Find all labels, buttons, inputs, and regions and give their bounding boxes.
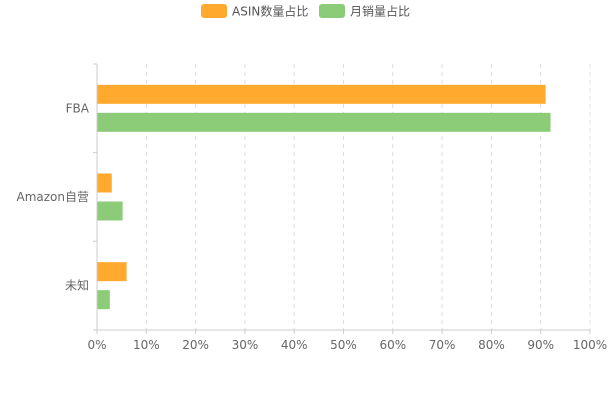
bar-2-series-1[interactable]	[97, 173, 112, 193]
chart-grid	[96, 64, 591, 334]
x-tick-label-8: 80%	[478, 338, 505, 352]
y-category-label-3: 未知	[65, 279, 89, 293]
legend-item-2[interactable]: 月销量占比	[319, 4, 410, 19]
x-tick-label-2: 20%	[182, 338, 209, 352]
legend-label-2: 月销量占比	[350, 4, 410, 19]
x-tick-label-3: 30%	[232, 338, 259, 352]
x-tick-label-9: 90%	[527, 338, 554, 352]
chart-bars	[97, 84, 551, 310]
x-tick-label-6: 60%	[379, 338, 406, 352]
x-tick-label-7: 70%	[429, 338, 456, 352]
x-axis-labels: 0% 10% 20% 30% 40% 50% 60% 70% 80% 90% 100%	[87, 338, 607, 352]
x-tick-label-1: 10%	[133, 338, 160, 352]
chart-axes	[93, 63, 590, 331]
legend-label-1: ASIN数量占比	[232, 4, 308, 19]
bar-1-series-1[interactable]	[97, 84, 546, 104]
x-tick-label-5: 50%	[330, 338, 357, 352]
legend-swatch-2	[319, 4, 345, 18]
y-category-label-2: Amazon自营	[17, 190, 90, 204]
chart-legend[interactable]: ASIN数量占比 月销量占比	[201, 4, 410, 19]
x-tick-label-0: 0%	[87, 338, 106, 352]
x-tick-label-10: 100%	[573, 338, 607, 352]
x-tick-label-4: 40%	[281, 338, 308, 352]
bar-3-series-1[interactable]	[97, 262, 127, 282]
legend-item-1[interactable]: ASIN数量占比	[201, 4, 308, 19]
bar-1-series-2[interactable]	[97, 112, 551, 132]
legend-swatch-1	[201, 4, 227, 18]
bar-2-series-2[interactable]	[97, 201, 123, 221]
y-category-label-1: FBA	[66, 101, 90, 115]
bar-3-series-2[interactable]	[97, 290, 110, 310]
